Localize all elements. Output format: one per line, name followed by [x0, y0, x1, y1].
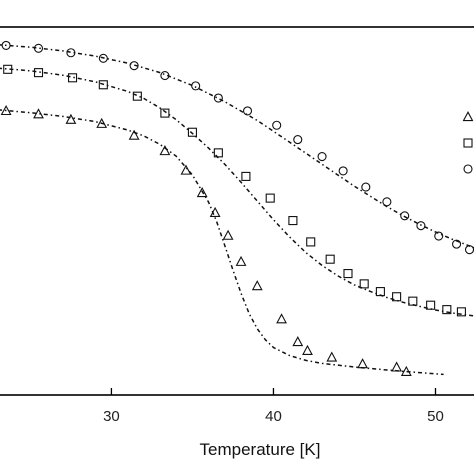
data-point-triangle: [292, 336, 304, 347]
data-point-triangle: [128, 129, 140, 140]
data-point-circle: [434, 231, 444, 241]
legend-marker-circle: [463, 164, 473, 174]
data-point-square: [456, 307, 466, 317]
data-point-circle: [382, 197, 392, 207]
data-point-square: [343, 269, 353, 279]
legend-marker-square: [463, 138, 473, 148]
data-point-circle: [98, 53, 108, 63]
data-point-triangle: [222, 229, 234, 240]
data-point-circle: [452, 239, 462, 249]
data-point-square: [426, 300, 436, 310]
data-point-circle: [242, 106, 253, 116]
legend-marker-triangle: [462, 111, 474, 122]
data-point-triangle: [251, 280, 263, 291]
data-point-square: [265, 193, 275, 203]
data-point-square: [325, 254, 335, 264]
data-point-square: [3, 64, 13, 74]
data-point-triangle: [235, 255, 247, 266]
data-point-triangle: [276, 313, 287, 324]
plot-frame: [0, 26, 474, 396]
data-point-triangle: [391, 361, 403, 372]
data-point-square: [288, 216, 298, 226]
data-point-square: [213, 148, 223, 158]
data-point-circle: [33, 43, 44, 53]
data-point-square: [98, 80, 108, 90]
data-point-square: [132, 91, 142, 101]
data-point-circle: [400, 211, 410, 221]
x-axis-title: Temperature [K]: [200, 440, 321, 459]
data-point-square: [241, 171, 251, 181]
data-point-triangle: [159, 145, 171, 156]
fit-curve-square: [0, 67, 474, 317]
data-point-triangle: [180, 164, 192, 175]
x-tick-label: 30: [103, 408, 120, 425]
data-point-circle: [213, 93, 223, 103]
fit-curves: [0, 44, 474, 376]
data-point-circle: [338, 166, 348, 176]
data-point-triangle: [209, 206, 221, 217]
legend: [462, 111, 474, 174]
data-point-square: [392, 292, 402, 302]
data-point-triangle: [65, 113, 77, 124]
data-point-circle: [361, 182, 371, 192]
data-point-triangle: [302, 344, 313, 355]
data-point-square: [359, 279, 369, 289]
data-point-triangle: [196, 187, 208, 198]
x-tick-label: 40: [265, 408, 282, 425]
fit-curve-triangle: [0, 109, 444, 376]
data-point-circle: [293, 135, 303, 145]
data-point-triangle: [326, 351, 338, 362]
data-point-circle: [191, 81, 201, 91]
fit-curve-circle: [0, 44, 474, 249]
x-tick-label: 50: [427, 408, 444, 425]
data-point-circle: [464, 245, 474, 255]
data-point-square: [187, 127, 197, 137]
data-markers: [0, 40, 474, 376]
data-point-triangle: [400, 365, 412, 376]
data-point-square: [375, 287, 385, 297]
data-point-square: [408, 296, 418, 306]
data-point-circle: [317, 151, 327, 162]
data-point-circle: [66, 48, 76, 58]
x-axis-ticks: 30 40 50: [103, 388, 444, 425]
data-point-circle: [416, 221, 426, 231]
data-point-square: [33, 68, 44, 78]
data-point-triangle: [357, 358, 368, 369]
data-point-circle: [1, 40, 11, 50]
data-point-square: [442, 305, 452, 315]
data-point-triangle: [0, 104, 12, 116]
data-point-square: [306, 237, 316, 247]
data-point-circle: [160, 71, 170, 81]
data-point-circle: [272, 120, 282, 130]
data-point-triangle: [33, 108, 44, 119]
data-point-circle: [129, 61, 139, 71]
data-point-square: [160, 108, 170, 118]
data-point-square: [67, 73, 78, 83]
data-point-triangle: [96, 117, 108, 128]
